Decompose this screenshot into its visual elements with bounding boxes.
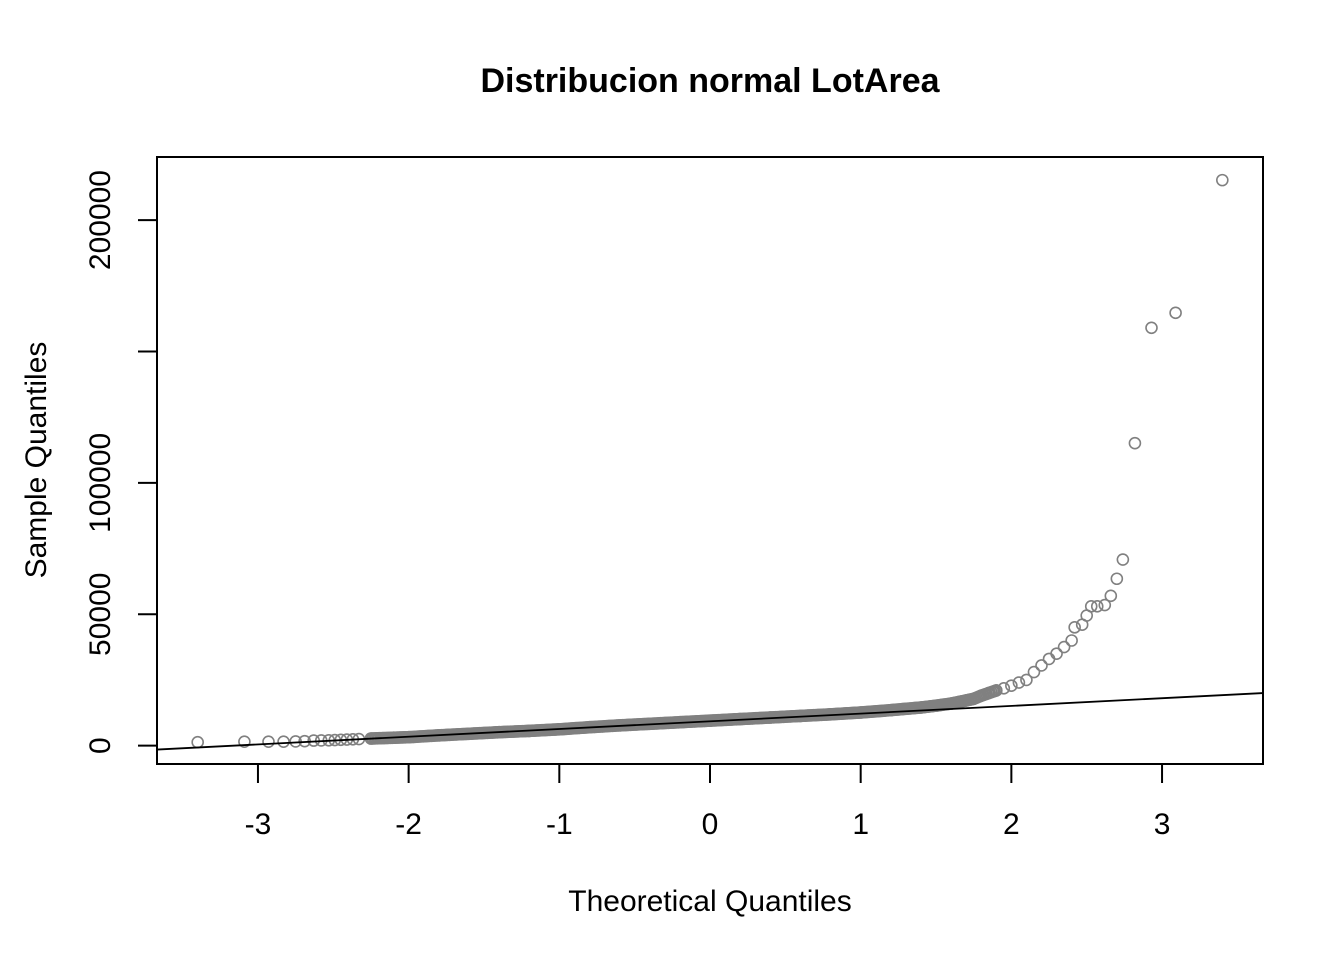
data-point bbox=[1216, 173, 1229, 187]
data-point bbox=[1098, 598, 1112, 612]
data-point bbox=[1169, 306, 1182, 320]
data-points bbox=[191, 173, 1229, 749]
data-point bbox=[191, 735, 204, 749]
x-axis: -3 -2 -1 0 1 2 3 bbox=[245, 763, 1171, 841]
data-point bbox=[1065, 634, 1078, 647]
data-point bbox=[262, 735, 275, 748]
data-point bbox=[1012, 676, 1026, 689]
plot-frame bbox=[156, 156, 1264, 765]
data-point bbox=[1090, 600, 1104, 613]
chart-title: Distribucion normal LotArea bbox=[480, 62, 940, 100]
data-point bbox=[1068, 621, 1081, 634]
data-point bbox=[238, 735, 251, 748]
x-tick-label: 1 bbox=[852, 808, 869, 841]
data-point bbox=[989, 684, 1003, 697]
x-tick-label: 3 bbox=[1154, 808, 1171, 841]
data-point bbox=[1035, 659, 1048, 672]
y-axis-label: Sample Quantiles bbox=[20, 342, 53, 579]
data-point bbox=[1145, 321, 1158, 335]
data-point bbox=[1128, 436, 1142, 450]
y-tick-label: 50000 bbox=[84, 573, 117, 656]
x-tick-label: -3 bbox=[245, 808, 272, 841]
data-point bbox=[1050, 647, 1063, 660]
data-point bbox=[1027, 665, 1041, 679]
data-point bbox=[1020, 673, 1033, 687]
reference-line bbox=[157, 692, 1263, 751]
y-tick-label: 200000 bbox=[84, 170, 117, 270]
x-tick-label: -2 bbox=[395, 808, 422, 841]
x-tick-label: 0 bbox=[702, 808, 719, 841]
y-axis: 0 50000 100000 200000 bbox=[84, 170, 158, 754]
data-point bbox=[1057, 640, 1071, 654]
y-tick-label: 0 bbox=[84, 737, 117, 754]
x-axis-label: Theoretical Quantiles bbox=[568, 885, 851, 918]
y-tick-label: 100000 bbox=[84, 433, 117, 533]
data-point bbox=[1042, 652, 1056, 666]
data-point bbox=[1116, 553, 1130, 566]
data-point bbox=[1110, 572, 1124, 586]
x-tick-label: 2 bbox=[1003, 808, 1020, 841]
data-point bbox=[1084, 600, 1098, 613]
data-point bbox=[1005, 679, 1018, 692]
data-point bbox=[277, 735, 290, 748]
x-tick-label: -1 bbox=[546, 808, 573, 841]
data-point bbox=[1104, 589, 1118, 603]
